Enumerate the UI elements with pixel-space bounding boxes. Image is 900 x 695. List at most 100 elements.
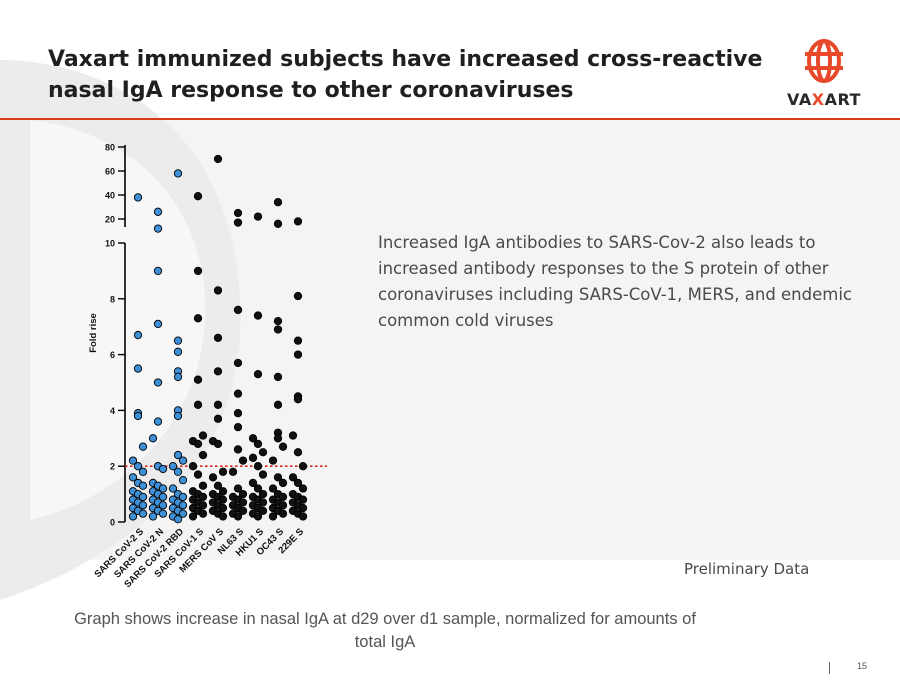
slide-title: Vaxart immunized subjects have increased… <box>48 47 763 103</box>
data-point <box>273 198 283 207</box>
data-point <box>158 509 168 518</box>
data-point <box>138 492 148 502</box>
data-point <box>128 512 138 521</box>
data-point <box>228 467 238 476</box>
data-point <box>253 369 263 379</box>
data-point <box>218 512 228 521</box>
y-tick-label-8: 8 <box>110 294 115 304</box>
data-point <box>153 378 163 387</box>
footer-divider <box>829 662 830 674</box>
data-point <box>258 489 268 499</box>
data-point <box>268 512 278 521</box>
data-point <box>198 492 208 502</box>
data-point <box>298 512 308 521</box>
data-point <box>188 462 198 471</box>
data-point <box>253 484 263 493</box>
data-point <box>293 217 303 226</box>
y-tick-label-60: 60 <box>105 167 115 177</box>
y-tick-label-6: 6 <box>110 350 115 360</box>
data-point <box>258 470 268 479</box>
data-point <box>248 434 258 443</box>
data-point <box>273 372 283 382</box>
data-point <box>258 506 268 515</box>
data-point <box>168 484 178 493</box>
graph-caption: Graph shows increase in nasal IgA at d29… <box>74 610 696 651</box>
data-point <box>198 431 208 440</box>
data-point <box>238 489 248 499</box>
data-point <box>213 286 223 295</box>
data-point <box>298 495 308 504</box>
data-point <box>198 509 208 518</box>
data-point <box>153 266 163 276</box>
data-point <box>133 364 143 373</box>
data-point <box>208 473 218 482</box>
logo-wordmark: VAXART <box>776 90 872 109</box>
data-point <box>233 512 243 521</box>
data-point <box>273 400 283 409</box>
data-point <box>253 311 263 320</box>
data-point <box>133 411 143 421</box>
data-point <box>233 422 243 432</box>
data-point <box>288 431 298 440</box>
data-point <box>293 448 303 457</box>
data-point <box>158 484 168 493</box>
data-point <box>233 218 243 227</box>
logo-wordmark-suffix: ART <box>824 90 861 109</box>
data-point <box>278 492 288 502</box>
data-point <box>178 492 188 502</box>
data-point <box>233 389 243 398</box>
data-point <box>268 456 278 465</box>
data-point <box>193 314 203 323</box>
data-point <box>193 192 203 201</box>
data-point <box>173 411 183 421</box>
data-point <box>218 503 228 513</box>
data-point <box>253 512 263 521</box>
data-point <box>253 212 263 221</box>
data-point <box>248 453 258 462</box>
data-point <box>138 481 148 490</box>
y-axis-title: Fold rise <box>88 313 99 353</box>
data-point <box>253 439 263 449</box>
data-point <box>233 409 243 418</box>
data-point <box>213 333 223 343</box>
data-point <box>298 462 308 471</box>
data-point <box>258 498 268 507</box>
data-point <box>298 503 308 513</box>
data-point <box>193 375 203 384</box>
summary-text: Increased IgA antibodies to SARS-Cov-2 a… <box>378 233 852 330</box>
data-point <box>278 501 288 510</box>
data-point <box>173 372 183 382</box>
data-point <box>248 478 258 488</box>
data-point <box>153 417 163 426</box>
data-point <box>273 473 283 482</box>
data-point <box>213 400 223 409</box>
data-point <box>198 481 208 490</box>
data-point <box>128 473 138 482</box>
data-point <box>173 347 183 356</box>
logo-wordmark-prefix: VA <box>787 90 812 109</box>
data-point <box>148 434 158 443</box>
data-point <box>218 495 228 504</box>
data-point <box>158 464 168 474</box>
data-point <box>293 478 303 488</box>
data-point <box>138 442 148 451</box>
data-point <box>238 498 248 507</box>
data-point <box>213 154 223 164</box>
data-point <box>133 193 143 202</box>
data-point <box>128 456 138 465</box>
data-point <box>138 467 148 476</box>
data-point <box>138 509 148 518</box>
y-tick-label-4: 4 <box>110 406 115 416</box>
data-point <box>278 509 288 518</box>
data-point <box>213 481 223 490</box>
data-point <box>288 473 298 482</box>
data-point <box>233 445 243 454</box>
data-point <box>233 208 243 218</box>
data-point <box>218 467 228 476</box>
data-point <box>133 462 143 471</box>
data-point <box>273 434 283 443</box>
data-point <box>273 316 283 326</box>
y-tick-label-10: 10 <box>105 239 115 249</box>
data-point <box>158 501 168 510</box>
